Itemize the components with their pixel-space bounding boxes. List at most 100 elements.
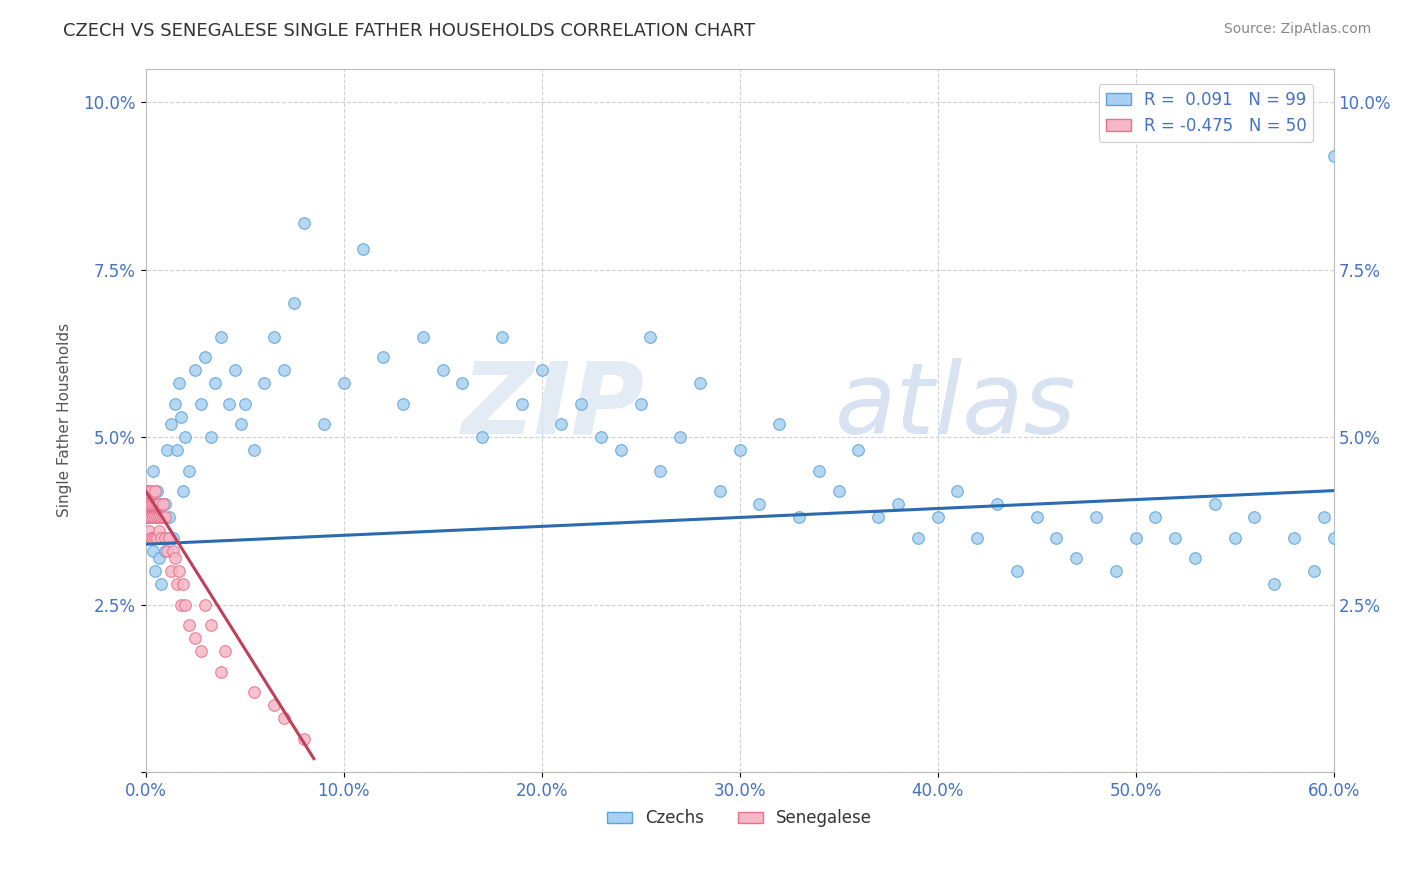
Point [1125,531,1147,545]
Point [907,531,929,545]
Point [145,497,167,511]
Point [150,497,173,511]
Point [1144,510,1167,524]
Point [148,550,170,565]
Point [194,350,217,364]
Text: CZECH VS SENEGALESE SINGLE FATHER HOUSEHOLDS CORRELATION CHART: CZECH VS SENEGALESE SINGLE FATHER HOUSEH… [63,22,755,40]
Point [142,544,165,558]
Point [218,396,240,410]
Point [165,396,187,410]
Point [332,376,354,391]
Point [1064,550,1087,565]
Point [172,577,194,591]
Point [138,510,160,524]
Point [145,510,167,524]
Point [214,644,236,658]
Point [142,510,165,524]
Point [569,396,592,410]
Point [432,363,454,377]
Point [190,396,212,410]
Point [170,598,193,612]
Point [148,524,170,538]
Text: atlas: atlas [835,358,1076,455]
Point [253,376,276,391]
Point [1045,531,1067,545]
Point [1164,531,1187,545]
Point [263,329,285,343]
Point [160,564,183,578]
Point [146,531,169,545]
Point [155,544,177,558]
Point [172,483,194,498]
Point [640,329,662,343]
Point [1005,564,1028,578]
Point [768,417,790,431]
Point [162,544,184,558]
Legend: Czechs, Senegalese: Czechs, Senegalese [600,803,879,834]
Point [150,531,173,545]
Point [141,497,163,511]
Point [152,510,174,524]
Point [167,376,190,391]
Point [142,464,165,478]
Point [1263,577,1285,591]
Point [136,510,159,524]
Point [689,376,711,391]
Point [157,531,180,545]
Point [155,510,177,524]
Point [141,497,163,511]
Point [157,510,180,524]
Point [146,483,169,498]
Point [145,510,167,524]
Point [174,430,197,444]
Point [273,363,295,377]
Point [610,443,633,458]
Point [136,510,159,524]
Point [148,497,170,511]
Point [471,430,494,444]
Point [224,363,246,377]
Point [292,216,315,230]
Point [150,577,173,591]
Point [136,497,159,511]
Point [1025,510,1047,524]
Point [1323,148,1346,162]
Point [927,510,949,524]
Point [148,510,170,524]
Point [167,564,190,578]
Text: Source: ZipAtlas.com: Source: ZipAtlas.com [1223,22,1371,37]
Point [141,510,163,524]
Point [273,711,295,725]
Point [1105,564,1128,578]
Point [283,296,305,310]
Point [243,684,266,698]
Point [510,396,533,410]
Y-axis label: Single Father Households: Single Father Households [58,323,72,517]
Point [150,510,173,524]
Point [243,443,266,458]
Point [156,443,179,458]
Point [373,350,395,364]
Point [650,464,672,478]
Point [138,497,160,511]
Point [200,617,222,632]
Point [352,243,374,257]
Point [233,396,256,410]
Point [412,329,434,343]
Point [986,497,1008,511]
Point [146,497,169,511]
Point [194,598,217,612]
Point [229,417,252,431]
Point [162,531,184,545]
Point [1184,550,1206,565]
Point [138,524,160,538]
Point [868,510,890,524]
Point [145,483,167,498]
Point [966,531,988,545]
Point [630,396,652,410]
Point [145,531,167,545]
Point [263,698,285,712]
Point [209,665,232,679]
Point [392,396,415,410]
Point [312,417,335,431]
